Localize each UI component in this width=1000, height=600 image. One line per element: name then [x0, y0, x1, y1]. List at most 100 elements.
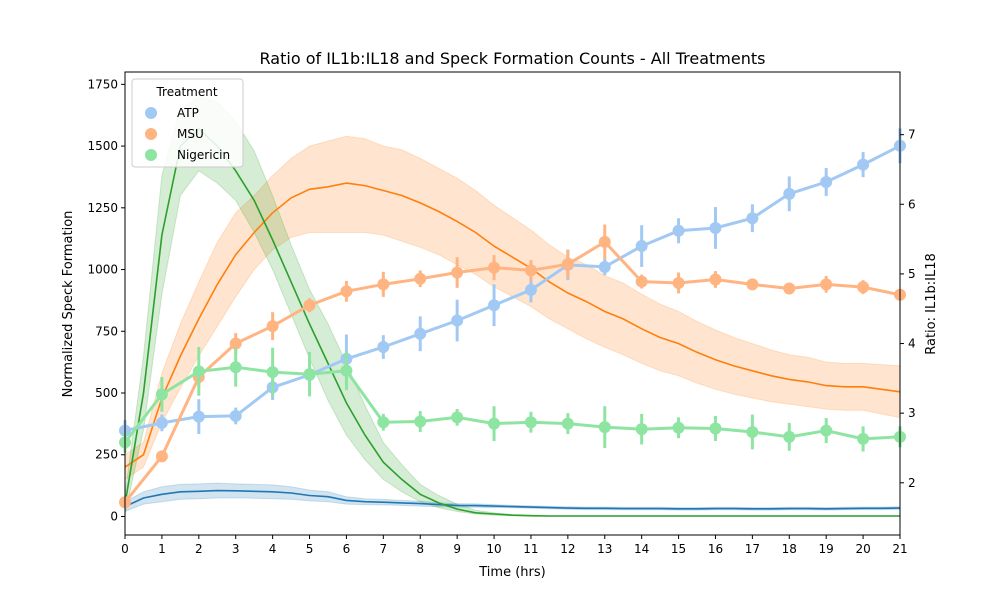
x-tick-label: 9 [453, 542, 461, 556]
legend-box [131, 78, 244, 168]
y-left-tick-label: 750 [95, 324, 118, 338]
data-point [820, 176, 833, 189]
data-point [746, 278, 759, 291]
x-tick-label: 11 [523, 542, 538, 556]
data-point [377, 341, 390, 354]
x-tick-label: 21 [892, 542, 907, 556]
y-left-tick-label: 250 [95, 448, 118, 462]
x-tick-label: 12 [560, 542, 575, 556]
data-point [746, 212, 759, 225]
data-point [857, 158, 870, 171]
legend-label-nigericin: Nigericin [177, 148, 230, 162]
legend: Treatment ATP MSU Nigericin [131, 78, 244, 168]
data-point [672, 421, 685, 434]
y-left-tick-label: 1250 [87, 201, 118, 215]
y-right-tick-label: 5 [908, 267, 916, 281]
data-point [451, 266, 464, 279]
chart-title: Ratio of IL1b:IL18 and Speck Formation C… [260, 49, 766, 68]
y-axis-left-label: Normalized Speck Formation [61, 211, 76, 398]
data-point [303, 368, 316, 381]
data-point [451, 411, 464, 424]
data-point [709, 273, 722, 286]
data-point [598, 260, 611, 273]
x-tick-label: 18 [782, 542, 797, 556]
x-tick-label: 0 [121, 542, 129, 556]
y-left-tick-label: 1750 [87, 77, 118, 91]
x-tick-label: 8 [416, 542, 424, 556]
x-tick-label: 1 [158, 542, 166, 556]
x-tick-label: 4 [269, 542, 277, 556]
x-tick-label: 15 [671, 542, 686, 556]
y-right-tick-label: 4 [908, 337, 916, 351]
data-point [488, 299, 501, 312]
data-point [377, 278, 390, 291]
data-point [451, 314, 464, 327]
x-tick-label: 10 [486, 542, 501, 556]
y-left-tick-label: 1500 [87, 139, 118, 153]
x-tick-label: 2 [195, 542, 203, 556]
data-point [266, 320, 279, 333]
x-axis-label: Time (hrs) [478, 565, 545, 580]
data-point [155, 388, 168, 401]
x-tick-label: 5 [306, 542, 314, 556]
data-point [414, 272, 427, 285]
data-point [598, 235, 611, 248]
data-point [820, 424, 833, 437]
x-tick-label: 3 [232, 542, 240, 556]
ratio-line-nigericin [123, 365, 901, 444]
data-point [155, 416, 168, 429]
y-right-tick-label: 6 [908, 197, 916, 211]
data-point [783, 187, 796, 200]
data-point [414, 415, 427, 428]
speck-line-atp [124, 489, 901, 510]
data-point [303, 299, 316, 312]
data-point [524, 416, 537, 429]
data-point [155, 450, 168, 463]
legend-title: Treatment [155, 85, 217, 99]
y-right-tick-label: 2 [908, 476, 916, 490]
data-point [414, 327, 427, 340]
y-axis-right-label: Ratio: IL1b:IL18 [924, 253, 939, 355]
y-axis-left: 0 250 500 750 1000 1250 1500 1750 [87, 77, 125, 523]
x-tick-label: 19 [819, 542, 834, 556]
data-point [524, 264, 537, 277]
x-tick-label: 20 [855, 542, 870, 556]
data-point [709, 221, 722, 234]
x-tick-label: 17 [745, 542, 760, 556]
data-point [561, 417, 574, 430]
data-point [635, 275, 648, 288]
data-point [488, 261, 501, 274]
x-tick-label: 7 [380, 542, 388, 556]
data-point [561, 258, 574, 271]
legend-label-atp: ATP [177, 106, 199, 120]
x-tick-label: 14 [634, 542, 649, 556]
data-point [524, 283, 537, 296]
speck-line-nigericin [124, 127, 900, 517]
y-left-tick-label: 0 [110, 509, 118, 523]
data-point [192, 365, 205, 378]
y-right-tick-label: 3 [908, 406, 916, 420]
ratio-line-atp [124, 144, 901, 433]
plot-frame [124, 71, 901, 536]
data-point [783, 282, 796, 295]
y-left-tick-label: 1000 [87, 263, 118, 277]
data-point [709, 422, 722, 435]
x-tick-label: 6 [343, 542, 351, 556]
data-point [783, 430, 796, 443]
data-point [598, 421, 611, 434]
data-point [857, 281, 870, 294]
y-axis-right: 2 3 4 5 6 7 [900, 128, 916, 490]
y-left-tick-label: 500 [95, 386, 118, 400]
y-right-tick-label: 7 [908, 128, 916, 142]
x-tick-label: 13 [597, 542, 612, 556]
data-point [229, 409, 242, 422]
legend-marker-msu [145, 128, 157, 140]
legend-marker-nigericin [145, 149, 157, 161]
data-point [635, 423, 648, 436]
ratio-line-msu [123, 239, 901, 504]
data-point [635, 240, 648, 253]
legend-label-msu: MSU [177, 127, 204, 141]
data-point [229, 337, 242, 350]
data-point [192, 410, 205, 423]
